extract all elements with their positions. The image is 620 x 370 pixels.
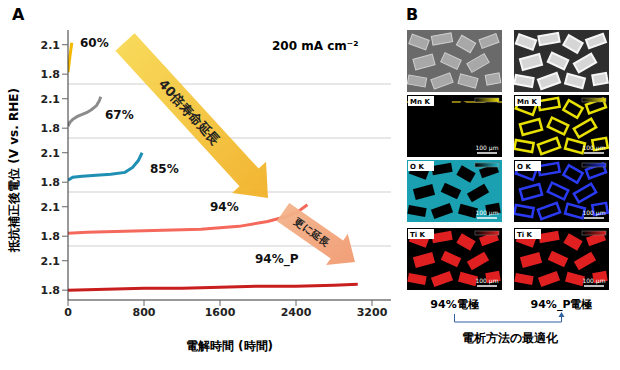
svg-text:2.1: 2.1 [41,255,61,268]
svg-text:2.1: 2.1 [41,39,61,52]
svg-text:O K: O K [517,163,531,171]
svg-text:0: 0 [64,306,72,319]
svg-text:1600: 1600 [205,306,236,319]
svg-text:40倍寿命延長: 40倍寿命延長 [156,77,223,148]
svg-text:Ti K: Ti K [410,231,426,239]
svg-text:1.8: 1.8 [41,230,61,243]
svg-text:Mn K: Mn K [517,98,537,106]
svg-text:2.1: 2.1 [41,201,61,214]
svg-text:2.1: 2.1 [41,93,61,106]
svg-text:1.8: 1.8 [41,284,61,297]
html-text:67%: 67% [105,108,134,122]
svg-text:更に延長: 更に延長 [292,216,331,248]
svg-text:100 μm: 100 μm [475,209,498,217]
html-text:電解時間 (時間): 電解時間 (時間) [185,339,274,353]
svg-text:1.8: 1.8 [41,176,61,189]
svg-text:電析方法の最適化: 電析方法の最適化 [462,331,559,345]
html-text:94%: 94% [210,200,239,214]
svg-text:100 μm: 100 μm [582,144,605,152]
svg-text:100 μm: 100 μm [582,277,605,285]
html-text:85%: 85% [150,162,179,176]
svg-text:2400: 2400 [281,306,312,319]
svg-text:3200: 3200 [357,306,388,319]
svg-text:94%電極: 94%電極 [430,298,478,311]
svg-text:1.8: 1.8 [41,122,61,135]
svg-text:2.1: 2.1 [41,147,61,160]
svg-text:100 μm: 100 μm [582,209,605,217]
svg-text:800: 800 [133,306,156,319]
svg-text:200 mA cm⁻²: 200 mA cm⁻² [272,39,358,53]
svg-text:O K: O K [410,163,424,171]
svg-text:100 μm: 100 μm [475,144,498,152]
svg-text:94%_P電極: 94%_P電極 [531,298,593,311]
svg-text:A: A [12,5,25,24]
svg-text:100 μm: 100 μm [475,277,498,285]
svg-text:Ti K: Ti K [517,231,533,239]
svg-text:Mn K: Mn K [410,98,430,106]
svg-text:B: B [406,5,418,24]
svg-text:抵抗補正後電位 (V vs. RHE): 抵抗補正後電位 (V vs. RHE) [8,88,21,253]
html-text:94%_P: 94%_P [255,252,299,266]
svg-text:1.8: 1.8 [41,68,61,81]
html-text:60%: 60% [80,36,109,50]
